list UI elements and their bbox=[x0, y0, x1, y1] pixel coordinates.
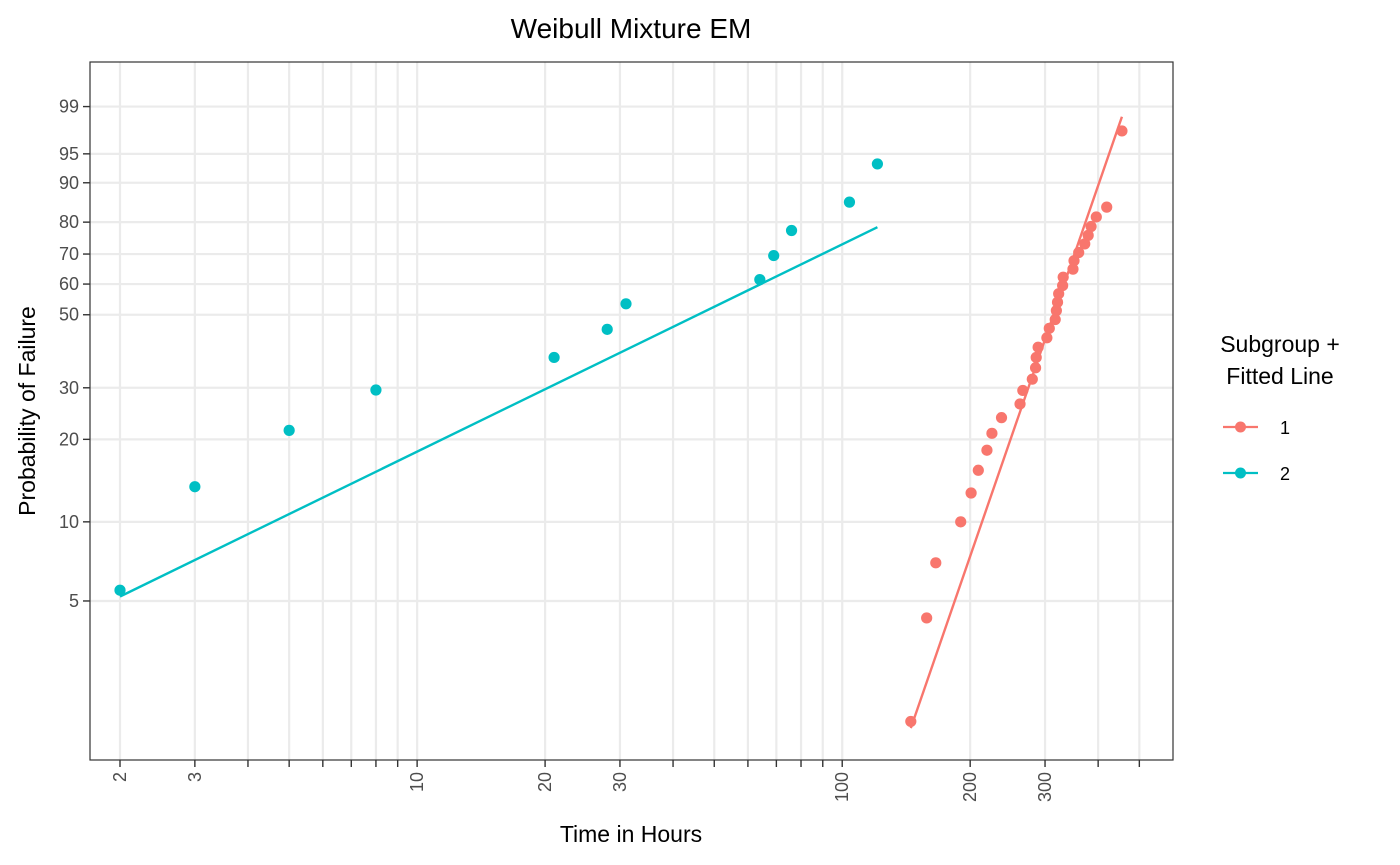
x-tick-label: 2 bbox=[110, 772, 130, 782]
data-point-series-1 bbox=[1050, 305, 1062, 317]
data-point-series-1 bbox=[1090, 211, 1102, 223]
legend: Subgroup + Fitted Line 1 2 bbox=[1220, 331, 1340, 484]
y-tick-label: 80 bbox=[59, 212, 79, 232]
data-point-series-1 bbox=[1068, 255, 1080, 267]
legend-entry-1: 1 bbox=[1223, 418, 1290, 438]
data-point-series-1 bbox=[1116, 125, 1128, 137]
data-point-series-2 bbox=[768, 249, 780, 262]
data-point-series-2 bbox=[189, 481, 201, 493]
y-tick-label: 50 bbox=[59, 305, 79, 325]
y-tick-label: 60 bbox=[59, 274, 79, 294]
legend-point-1 bbox=[1235, 421, 1246, 433]
data-point-series-1 bbox=[1032, 341, 1044, 353]
y-tick-label: 30 bbox=[59, 378, 79, 398]
x-axis-title: Time in Hours bbox=[560, 821, 702, 847]
data-point-series-1 bbox=[1067, 263, 1079, 275]
data-point-series-1 bbox=[1101, 201, 1113, 213]
legend-title-line-2: Fitted Line bbox=[1226, 363, 1333, 389]
data-point-series-2 bbox=[601, 323, 613, 335]
data-point-series-2 bbox=[754, 273, 766, 286]
data-point-series-1 bbox=[972, 464, 984, 476]
x-tick-label: 30 bbox=[610, 772, 630, 792]
legend-title-line-1: Subgroup + bbox=[1220, 331, 1340, 357]
data-point-series-1 bbox=[1085, 220, 1097, 233]
data-point-series-1 bbox=[1049, 313, 1061, 326]
data-point-series-1 bbox=[981, 444, 993, 456]
x-tick-label: 3 bbox=[185, 772, 205, 782]
data-point-series-2 bbox=[871, 158, 884, 170]
x-tick-label: 300 bbox=[1035, 772, 1055, 802]
x-tick-label: 100 bbox=[832, 772, 852, 802]
data-point-series-2 bbox=[548, 351, 560, 364]
data-point-series-1 bbox=[921, 612, 933, 624]
x-tick-label: 10 bbox=[407, 772, 427, 792]
data-point-series-1 bbox=[1051, 296, 1064, 308]
data-point-series-2 bbox=[114, 584, 126, 596]
data-point-series-1 bbox=[1014, 398, 1026, 410]
y-tick-label: 95 bbox=[59, 144, 79, 164]
y-axis-title: Probability of Failure bbox=[14, 306, 40, 516]
grid-layer bbox=[90, 62, 1173, 760]
data-point-series-1 bbox=[1017, 384, 1029, 397]
data-point-series-1 bbox=[955, 516, 967, 528]
x-tick-label: 200 bbox=[960, 772, 980, 802]
chart-title: Weibull Mixture EM bbox=[511, 13, 752, 44]
x-tick-label: 20 bbox=[535, 772, 555, 792]
data-point-series-1 bbox=[1057, 279, 1069, 292]
data-point-series-1 bbox=[1029, 362, 1042, 374]
data-point-series-1 bbox=[1057, 271, 1069, 283]
data-point-series-1 bbox=[1043, 322, 1055, 334]
y-tick-label: 70 bbox=[59, 244, 79, 264]
y-tick-label: 90 bbox=[59, 173, 79, 193]
data-point-series-2 bbox=[785, 224, 798, 237]
data-point-series-1 bbox=[1026, 373, 1038, 385]
data-point-series-1 bbox=[1041, 332, 1053, 344]
data-point-series-1 bbox=[905, 715, 917, 728]
y-tick-label: 5 bbox=[69, 591, 79, 611]
legend-label-2: 2 bbox=[1280, 464, 1290, 484]
y-tick-label: 20 bbox=[59, 429, 79, 449]
data-point-series-1 bbox=[995, 412, 1008, 424]
data-point-series-2 bbox=[370, 384, 382, 396]
y-tick-label: 10 bbox=[59, 512, 79, 532]
data-point-series-1 bbox=[1073, 246, 1085, 259]
data-point-series-1 bbox=[1079, 238, 1091, 250]
data-point-series-1 bbox=[1082, 229, 1094, 241]
data-point-series-1 bbox=[930, 557, 942, 569]
point-layer bbox=[114, 125, 1128, 728]
data-point-series-2 bbox=[283, 424, 295, 436]
fit-line-series-1 bbox=[909, 116, 1124, 729]
tick-layer: 2 3 10 20 30 100 200 300 5 10 20 30 50 60 70 80 90 95 99 bbox=[59, 97, 1141, 802]
fit-line-layer bbox=[119, 116, 1124, 729]
data-point-series-2 bbox=[843, 196, 856, 208]
legend-point-2 bbox=[1235, 467, 1246, 479]
data-point-series-1 bbox=[986, 427, 998, 439]
legend-entry-2: 2 bbox=[1223, 464, 1290, 484]
data-point-series-2 bbox=[620, 298, 632, 310]
fit-line-series-2 bbox=[119, 226, 878, 598]
data-point-series-1 bbox=[965, 487, 977, 499]
y-tick-label: 99 bbox=[59, 97, 79, 117]
panel-border bbox=[89, 61, 1174, 761]
data-point-series-1 bbox=[1030, 351, 1042, 364]
legend-label-1: 1 bbox=[1280, 418, 1290, 438]
